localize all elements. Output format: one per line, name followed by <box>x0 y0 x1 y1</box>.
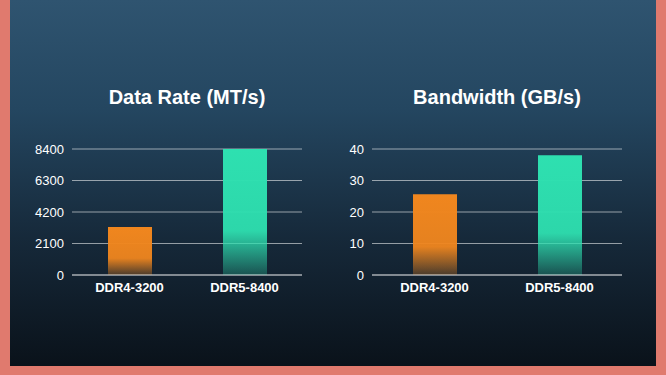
svg-text:DDR4-3200: DDR4-3200 <box>95 280 164 295</box>
svg-text:10: 10 <box>350 236 364 251</box>
svg-text:DDR5-8400: DDR5-8400 <box>210 280 279 295</box>
svg-text:8400: 8400 <box>35 142 64 157</box>
svg-text:6300: 6300 <box>35 173 64 188</box>
svg-text:20: 20 <box>350 205 364 220</box>
svg-text:40: 40 <box>350 142 364 157</box>
svg-text:30: 30 <box>350 173 364 188</box>
html-text:Bandwidth (GB/s): Bandwidth (GB/s) <box>413 86 581 108</box>
svg-text:0: 0 <box>357 268 364 283</box>
svg-text:0: 0 <box>57 268 64 283</box>
svg-text:2100: 2100 <box>35 236 64 251</box>
svg-text:4200: 4200 <box>35 205 64 220</box>
svg-text:DDR4-3200: DDR4-3200 <box>400 280 469 295</box>
svg-text:DDR5-8400: DDR5-8400 <box>525 280 594 295</box>
html-text:Data Rate (MT/s): Data Rate (MT/s) <box>108 86 266 108</box>
